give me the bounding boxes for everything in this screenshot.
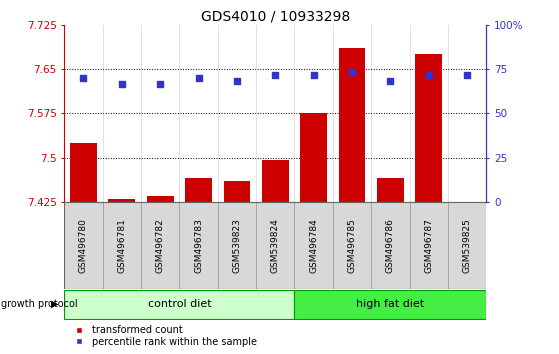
Bar <box>295 202 333 289</box>
Text: control diet: control diet <box>148 299 211 309</box>
Bar <box>333 202 371 289</box>
Bar <box>256 202 295 289</box>
Bar <box>103 202 141 289</box>
Bar <box>64 202 103 289</box>
Legend: transformed count, percentile rank within the sample: transformed count, percentile rank withi… <box>69 325 257 347</box>
Point <box>117 81 126 87</box>
Point <box>386 78 395 84</box>
Bar <box>371 202 410 289</box>
Text: GSM496782: GSM496782 <box>156 218 165 273</box>
Text: GSM496783: GSM496783 <box>194 218 203 273</box>
Bar <box>185 178 212 202</box>
Point <box>309 72 318 78</box>
Bar <box>179 202 218 289</box>
Bar <box>295 290 486 319</box>
Text: GSM496781: GSM496781 <box>117 218 126 273</box>
Bar <box>448 202 486 289</box>
Text: GSM496786: GSM496786 <box>386 218 395 273</box>
Text: GSM496780: GSM496780 <box>79 218 88 273</box>
Bar <box>224 181 250 202</box>
Point <box>156 81 165 87</box>
Point <box>424 72 433 78</box>
Point <box>194 75 203 81</box>
Bar <box>218 202 256 289</box>
Text: GSM539825: GSM539825 <box>463 218 472 273</box>
Text: GSM539823: GSM539823 <box>233 218 241 273</box>
Bar <box>339 48 366 202</box>
Point <box>233 78 241 84</box>
Text: GSM496784: GSM496784 <box>309 218 318 273</box>
Bar <box>70 143 97 202</box>
Title: GDS4010 / 10933298: GDS4010 / 10933298 <box>201 10 350 24</box>
Bar <box>300 113 327 202</box>
Point <box>271 72 280 78</box>
Point <box>348 69 357 75</box>
Point <box>463 72 472 78</box>
Text: growth protocol: growth protocol <box>1 299 78 309</box>
Bar <box>410 202 448 289</box>
Text: GSM496785: GSM496785 <box>348 218 357 273</box>
Bar <box>415 54 442 202</box>
Bar <box>108 199 135 202</box>
Bar <box>147 196 174 202</box>
Bar <box>141 202 179 289</box>
Text: GSM539824: GSM539824 <box>271 218 280 273</box>
Bar <box>262 160 289 202</box>
Text: GSM496787: GSM496787 <box>424 218 433 273</box>
Bar <box>64 290 295 319</box>
Bar <box>377 178 404 202</box>
Point <box>79 75 88 81</box>
Text: ▶: ▶ <box>51 299 59 309</box>
Text: high fat diet: high fat diet <box>356 299 424 309</box>
